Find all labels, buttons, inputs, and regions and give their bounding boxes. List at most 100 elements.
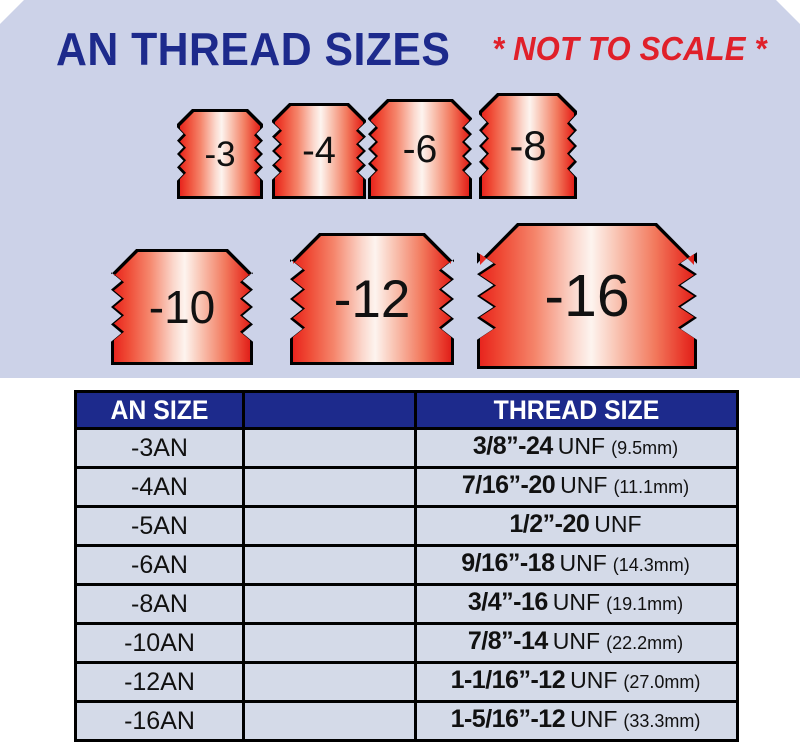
thread-standard: UNF — [557, 433, 606, 459]
thread-fraction: 7/16”-20 — [461, 471, 556, 499]
fitting-label: -12 — [333, 269, 411, 329]
cell-an-size: -16AN — [74, 700, 245, 742]
thread-standard: UNF — [570, 706, 618, 732]
cell-thread-size: 7/16”-20 UNF (11.1mm) — [414, 466, 739, 508]
cell-thread-size: 1-1/16”-12 UNF (27.0mm) — [414, 661, 739, 703]
thread-metric: (11.1mm) — [613, 477, 690, 497]
an-size-value: -16AN — [124, 707, 195, 735]
cell-blank — [242, 661, 417, 703]
cell-thread-size: 3/8”-24 UNF (9.5mm) — [414, 427, 739, 469]
blank-value — [245, 667, 414, 697]
an-size-value: -6AN — [131, 551, 188, 579]
thread-metric: (19.1mm) — [606, 594, 684, 614]
page-title: AN THREAD SIZES — [56, 23, 451, 75]
thread-fraction: 3/4”-16 — [467, 588, 548, 616]
blank-value — [245, 472, 414, 502]
thread-fraction: 7/8”-14 — [467, 627, 548, 655]
table-body: AN SIZE THREAD SIZE -3AN 3/8”-24 UNF (9.5mm)… — [74, 390, 739, 742]
cell-an-size: -4AN — [74, 466, 245, 508]
cell-blank — [242, 466, 417, 508]
fitting-label: -6 — [402, 127, 438, 171]
cell-an-size: -8AN — [74, 583, 245, 625]
cell-an-size: -12AN — [74, 661, 245, 703]
blank-value — [245, 550, 414, 580]
fitting-label: -8 — [509, 122, 547, 169]
cell-thread-size: 1/2”-20 UNF — [414, 505, 739, 547]
thread-fraction: 1/2”-20 — [509, 510, 590, 538]
blank-value — [245, 628, 414, 658]
thread-metric: (22.2mm) — [606, 633, 684, 653]
thread-size-value: 3/4”-16 UNF (19.1mm) — [417, 587, 736, 621]
fitting-dash8 — [482, 96, 574, 196]
table-header-row: AN SIZE THREAD SIZE — [74, 390, 739, 430]
cell-thread-size: 9/16”-18 UNF (14.3mm) — [414, 544, 739, 586]
thread-standard: UNF — [594, 511, 642, 537]
column-header-label: THREAD SIZE — [493, 395, 660, 425]
table-row: -16AN 1-5/16”-12 UNF (33.3mm) — [74, 700, 739, 742]
table-row: -10AN 7/8”-14 UNF (22.2mm) — [74, 622, 739, 664]
column-header-blank — [242, 390, 417, 430]
fitting-label: -3 — [204, 134, 236, 174]
fitting-label: -10 — [148, 281, 216, 333]
fitting-dash4 — [275, 106, 363, 196]
thread-size-value: 7/16”-20 UNF (11.1mm) — [417, 470, 736, 504]
thread-fraction: 1-1/16”-12 — [450, 666, 566, 694]
an-size-value: -12AN — [124, 668, 195, 696]
cell-blank — [242, 427, 417, 469]
thread-size-value: 1/2”-20 UNF — [417, 509, 736, 543]
column-header-label: AN SIZE — [110, 395, 209, 425]
header-row: AN THREAD SIZES * NOT TO SCALE * — [0, 22, 800, 78]
cell-blank — [242, 622, 417, 664]
thread-metric: (14.3mm) — [612, 555, 690, 575]
table-row: -3AN 3/8”-24 UNF (9.5mm) — [74, 427, 739, 469]
cell-an-size: -10AN — [74, 622, 245, 664]
blank-value — [245, 433, 414, 463]
cell-thread-size: 7/8”-14 UNF (22.2mm) — [414, 622, 739, 664]
table-row: -6AN 9/16”-18 UNF (14.3mm) — [74, 544, 739, 586]
fitting-dash16 — [480, 226, 694, 366]
blank-value — [245, 706, 414, 736]
fitting-dash3 — [180, 112, 260, 196]
cell-blank — [242, 583, 417, 625]
thread-fraction: 9/16”-18 — [461, 549, 555, 577]
an-size-value: -3AN — [131, 434, 188, 462]
thread-standard: UNF — [552, 589, 601, 615]
blank-value — [245, 589, 414, 619]
cell-thread-size: 1-5/16”-12 UNF (33.3mm) — [414, 700, 739, 742]
table-row: -8AN 3/4”-16 UNF (19.1mm) — [74, 583, 739, 625]
fitting-label: -4 — [302, 130, 336, 172]
cell-thread-size: 3/4”-16 UNF (19.1mm) — [414, 583, 739, 625]
cell-blank — [242, 505, 417, 547]
table-row: -12AN 1-1/16”-12 UNF (27.0mm) — [74, 661, 739, 703]
cell-blank — [242, 700, 417, 742]
cell-blank — [242, 544, 417, 586]
thread-standard: UNF — [570, 667, 618, 693]
thread-fraction: 3/8”-24 — [472, 432, 553, 460]
cell-an-size: -6AN — [74, 544, 245, 586]
thread-size-table-wrapper: AN SIZE THREAD SIZE -3AN 3/8”-24 UNF (9.5mm)… — [74, 390, 739, 742]
fitting-dash12 — [293, 236, 451, 362]
thread-size-value: 1-5/16”-12 UNF (33.3mm) — [417, 704, 736, 738]
thread-metric: (33.3mm) — [623, 711, 701, 731]
not-to-scale-note: * NOT TO SCALE * — [492, 30, 767, 67]
thread-metric: (9.5mm) — [611, 438, 679, 458]
cell-an-size: -5AN — [74, 505, 245, 547]
thread-standard: UNF — [552, 628, 601, 654]
blank-value — [245, 511, 414, 541]
fitting-dash10 — [114, 252, 250, 362]
thread-size-value: 1-1/16”-12 UNF (27.0mm) — [417, 665, 736, 699]
table-row: -4AN 7/16”-20 UNF (11.1mm) — [74, 466, 739, 508]
thread-size-value: 3/8”-24 UNF (9.5mm) — [417, 431, 736, 465]
thread-standard: UNF — [559, 550, 607, 576]
fitting-label: -16 — [544, 262, 630, 329]
an-size-value: -4AN — [131, 473, 188, 501]
thread-standard: UNF — [560, 472, 608, 498]
fitting-dash6 — [371, 102, 469, 196]
table-row: -5AN 1/2”-20 UNF — [74, 505, 739, 547]
thread-size-value: 7/8”-14 UNF (22.2mm) — [417, 626, 736, 660]
thread-metric: (27.0mm) — [623, 672, 701, 692]
column-header-thread-size: THREAD SIZE — [414, 390, 739, 430]
column-header-an-size: AN SIZE — [74, 390, 245, 430]
thread-size-value: 9/16”-18 UNF (14.3mm) — [417, 548, 736, 582]
